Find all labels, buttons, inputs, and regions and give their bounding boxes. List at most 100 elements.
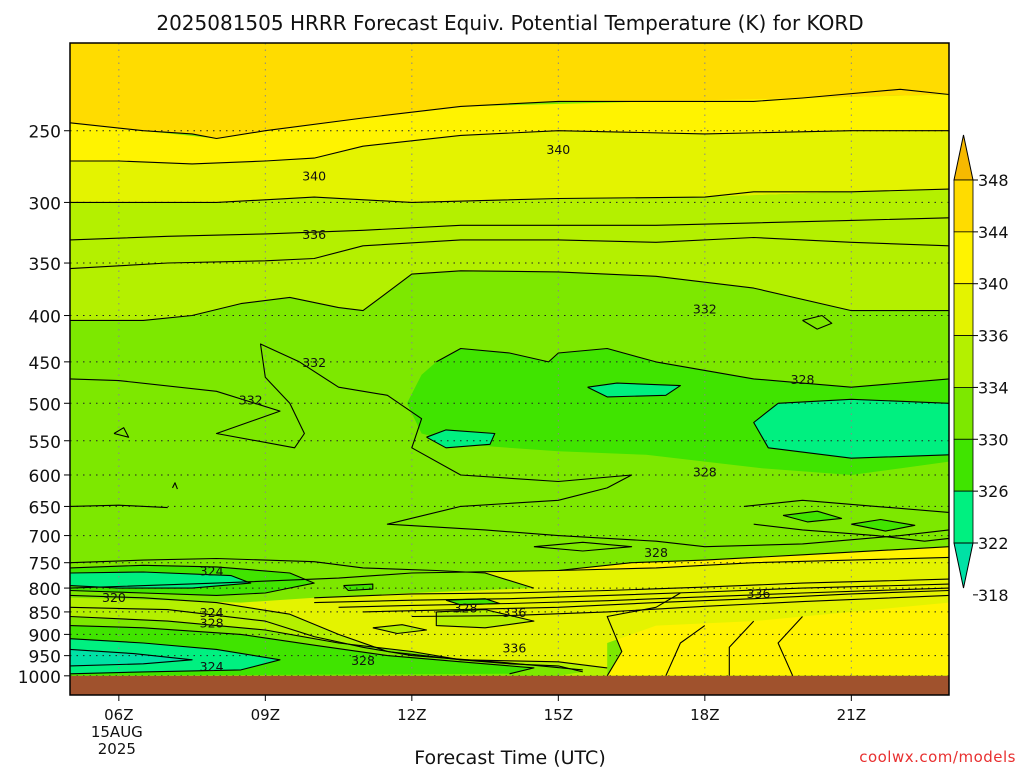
y-tick-label-500: 500	[29, 395, 61, 415]
colorbar-top-triangle	[953, 134, 974, 181]
contour-line	[743, 499, 949, 513]
y-tick-label-950: 950	[29, 648, 61, 668]
y-tick-label-550: 550	[29, 433, 61, 453]
contour-line	[70, 236, 949, 270]
contour-label-324: 324	[200, 659, 224, 674]
contour-label-332: 332	[239, 392, 263, 407]
ground-layer	[70, 675, 949, 695]
contour-line	[70, 217, 949, 241]
contour-label-320: 320	[102, 590, 126, 605]
contour-label-336: 336	[302, 227, 326, 242]
contour-label-text: 324	[200, 659, 224, 674]
contour-line	[70, 625, 535, 675]
contour-line	[70, 343, 949, 548]
contour-line	[777, 616, 803, 677]
y-tick-label-700: 700	[29, 528, 61, 548]
x-tick-label-21Z: 21Z	[837, 706, 866, 724]
region-322	[70, 638, 280, 674]
contour-label-332: 332	[693, 302, 717, 317]
contour-line	[70, 188, 949, 203]
contour-label-text: 336	[747, 586, 771, 601]
contour-line	[70, 648, 193, 667]
colorbar-label-318: 318	[978, 586, 1009, 605]
contour-line	[587, 382, 681, 398]
region-338	[70, 130, 949, 203]
x-tick-sublabel: 15AUG	[91, 723, 143, 741]
colorbar-label-322: 322	[978, 534, 1009, 553]
contour-label-text: 332	[693, 302, 717, 317]
plot-area: 3403403363323323323283283283243203243283…	[70, 43, 949, 695]
y-tick-label-450: 450	[29, 354, 61, 374]
contour-line	[435, 609, 535, 629]
colorbar-band-344	[953, 179, 974, 233]
x-tick-label-18Z: 18Z	[690, 706, 719, 724]
chart-title: 2025081505 HRRR Forecast Equiv. Potentia…	[156, 11, 863, 35]
y-tick-label-350: 350	[29, 255, 61, 275]
contour-line	[70, 270, 949, 321]
contour-label-336: 336	[747, 586, 771, 601]
contour-label-text: 332	[239, 392, 263, 407]
contour-line	[314, 578, 949, 599]
contour-line	[436, 347, 949, 388]
plot-frame	[69, 42, 950, 696]
contour-label-328: 328	[693, 465, 717, 480]
colorbar-label-340: 340	[978, 275, 1009, 294]
contour-line	[70, 504, 168, 509]
colorbar-label-326: 326	[978, 482, 1009, 501]
contour-label-text: 332	[302, 355, 326, 370]
x-tick-label-06Z: 06Z	[104, 706, 133, 724]
colorbar-label-348: 348	[978, 171, 1009, 190]
contour-line	[113, 427, 130, 438]
y-tick-label-800: 800	[29, 580, 61, 600]
contour-label-text: 328	[200, 615, 224, 630]
colorbar-label-336: 336	[978, 327, 1009, 346]
contour-line	[606, 592, 681, 677]
y-tick-label-250: 250	[29, 123, 61, 143]
contour-line	[362, 589, 949, 613]
x-tick-label-15Z: 15Z	[544, 706, 573, 724]
region-322	[587, 383, 681, 397]
contour-label-text: 328	[644, 545, 668, 560]
contour-line	[372, 624, 428, 635]
y-tick-label-650: 650	[29, 498, 61, 518]
contour-line	[445, 598, 501, 606]
contour-label-328: 328	[351, 653, 375, 668]
contour-label-328: 328	[791, 372, 815, 387]
contour-line	[70, 557, 535, 589]
contour-label-336: 336	[502, 605, 526, 620]
y-axis: 2503003504004505005506006507007508008509…	[18, 123, 70, 688]
contour-line	[70, 615, 583, 673]
contour-label-text: 328	[454, 600, 478, 615]
contour-line	[558, 546, 949, 572]
contour-label-text: 324	[200, 605, 224, 620]
contour-line	[338, 587, 949, 608]
region-322	[753, 399, 949, 459]
colorbar-band-336	[953, 283, 974, 336]
y-tick-label-400: 400	[29, 308, 61, 328]
watermark: coolwx.com/models	[859, 748, 1016, 766]
colorbar-band-328	[953, 387, 974, 440]
y-tick-label-850: 850	[29, 604, 61, 624]
contour-line	[70, 571, 252, 589]
contour-line	[172, 482, 178, 490]
contour-line	[851, 518, 916, 532]
colorbar-label-330: 330	[978, 430, 1009, 449]
region-322	[70, 572, 251, 589]
region-326	[446, 598, 500, 605]
contour-line	[343, 583, 374, 592]
contour-label-332: 332	[302, 355, 326, 370]
contour-line	[778, 398, 949, 404]
contour-line	[70, 594, 608, 669]
contour-label-text: 328	[791, 372, 815, 387]
contour-lines	[70, 88, 949, 677]
contour-line	[70, 564, 315, 596]
contour-line	[753, 523, 949, 542]
x-tick-label-12Z: 12Z	[397, 706, 426, 724]
contour-label-text: 336	[502, 640, 526, 655]
contour-label-text: 336	[302, 227, 326, 242]
contour-label-328: 328	[200, 615, 224, 630]
contour-label-text: 336	[502, 605, 526, 620]
contour-label-text: 324	[200, 563, 224, 578]
contour-label-text: 328	[693, 465, 717, 480]
